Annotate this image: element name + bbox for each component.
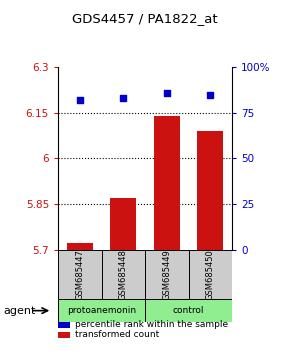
Point xyxy=(121,96,126,101)
Bar xyxy=(188,250,232,299)
Bar xyxy=(102,250,145,299)
Text: GSM685450: GSM685450 xyxy=(206,249,215,300)
Text: GSM685449: GSM685449 xyxy=(162,249,171,300)
Bar xyxy=(145,299,232,322)
Text: GDS4457 / PA1822_at: GDS4457 / PA1822_at xyxy=(72,12,218,25)
Text: control: control xyxy=(173,306,204,315)
Text: transformed count: transformed count xyxy=(75,330,160,339)
Bar xyxy=(58,250,102,299)
Bar xyxy=(110,198,136,250)
Bar xyxy=(67,244,93,250)
Point xyxy=(208,92,213,97)
Bar xyxy=(58,299,145,322)
Bar xyxy=(145,250,188,299)
Bar xyxy=(154,116,180,250)
Text: protoanemonin: protoanemonin xyxy=(67,306,136,315)
Bar xyxy=(197,131,223,250)
Text: percentile rank within the sample: percentile rank within the sample xyxy=(75,320,229,330)
Text: GSM685448: GSM685448 xyxy=(119,249,128,300)
Point xyxy=(164,90,169,96)
Text: GSM685447: GSM685447 xyxy=(75,249,84,300)
Point xyxy=(77,97,82,103)
Text: agent: agent xyxy=(3,306,35,316)
